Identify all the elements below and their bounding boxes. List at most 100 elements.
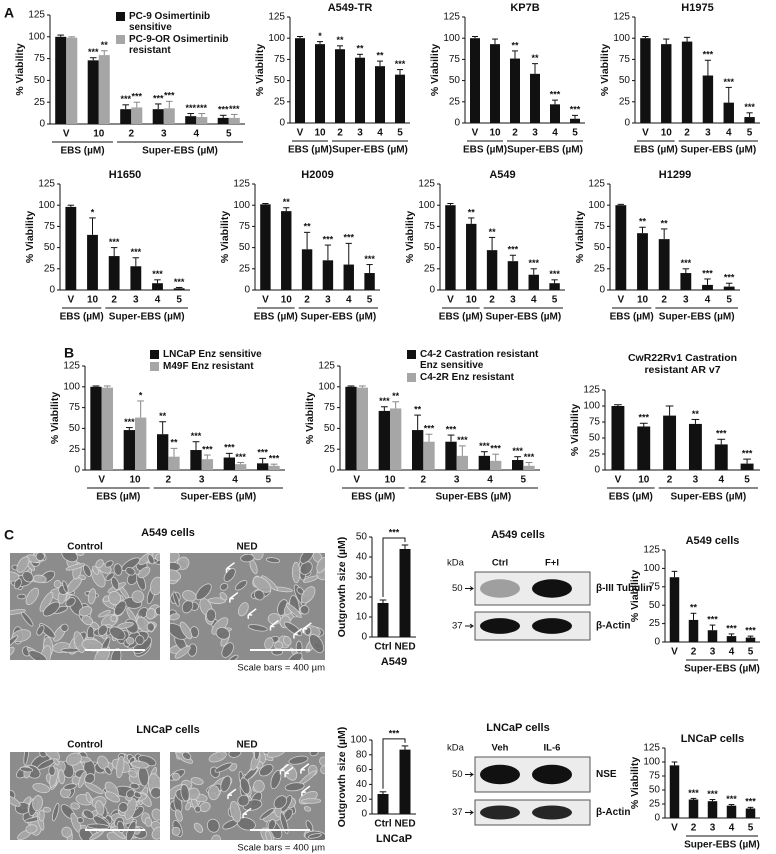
bar [87,234,98,290]
cell [113,563,123,576]
cell [61,553,78,563]
bar [135,417,147,470]
y-tick-label: 75 [424,221,436,232]
y-tick-label: 60 [356,764,368,775]
x-tick-label: 2 [667,475,673,486]
group-label: EBS (µM) [610,312,654,323]
error-bar [447,203,454,206]
y-tick-label: 100 [38,200,55,211]
cell [150,576,160,596]
error-bar [639,226,646,234]
bar [688,799,699,818]
panel-label: B [64,345,74,361]
bar [615,205,627,290]
y-axis-label: % Viability [599,44,611,96]
y-tick-label: 100 [233,200,250,211]
cell [170,613,180,621]
error-bar [401,544,409,549]
y-tick-label: 50 [324,423,336,434]
x-tick-label: 4 [729,647,735,658]
error-bar [137,400,145,418]
group-label: Super-EBS (µM) [435,492,511,503]
cell [300,798,322,804]
y-tick-label: 25 [44,263,56,274]
panel-label: C [4,527,14,543]
cell [207,597,227,604]
significance-label: ** [170,438,178,448]
error-bar [480,451,488,456]
group-label: Super-EBS (µM) [684,840,760,851]
cell [182,590,197,602]
cell [145,607,156,620]
y-tick-label: 0 [361,809,367,820]
x-tick-label: 5 [748,647,754,658]
error-bar [192,441,200,451]
cell [28,650,48,660]
legend-entry: PC-9 Osimertinib sensitive [116,11,251,33]
bar [201,459,213,470]
y-tick-label: 100 [443,33,460,44]
chart-title: CwR22Rv1 Castration [628,352,737,364]
bar [217,117,229,124]
arrow [284,766,294,778]
x-tick-label: 3 [199,475,205,486]
bar [445,441,457,470]
error-bar [397,69,403,75]
error-bar [175,286,183,289]
x-tick-label: 3 [510,295,516,306]
error-bar [683,36,691,42]
cell [303,806,312,812]
cell [98,610,111,618]
error-bar [728,804,735,806]
x-tick-label: 10 [637,295,649,306]
x-tick-label: 10 [638,475,650,486]
group-label: EBS (µM) [439,312,483,323]
cell [125,567,136,576]
cells [10,752,160,840]
cell [309,752,319,757]
cell [221,642,234,658]
cell [228,752,242,758]
marker-arrow [465,586,474,591]
significance-label: *** [389,527,400,537]
blot-title: A549 cells [491,529,545,541]
cell [62,580,69,593]
error-bar [728,633,735,637]
bar [688,619,699,642]
error-bar [103,385,111,388]
error-bar [458,445,466,456]
cell [172,772,181,781]
bar [549,283,560,290]
group-label: EBS (µM) [351,492,395,503]
legend-swatch [407,350,416,359]
y-tick-label: 20 [356,592,368,603]
legend-label: M49F Enz resistant [163,361,254,372]
cell [49,767,59,788]
x-tick-label: 2 [512,128,518,139]
error-bar [532,63,538,74]
significance-label: *** [524,452,535,462]
significance-label: *** [152,269,163,279]
y-tick-label: 50 [356,532,368,543]
cell [288,755,309,765]
cell [215,627,230,640]
error-bar [159,421,167,435]
y-tick-label: 125 [28,10,45,21]
y-tick-label: 100 [63,381,80,392]
significance-label: *** [528,258,539,268]
y-tick-label: 75 [274,54,286,65]
cell [87,823,110,830]
cell [285,603,302,619]
error-bar [366,264,373,274]
x-tick-label: 2 [684,128,690,139]
chart-title: H2009 [301,169,333,181]
y-tick-label: 50 [589,433,601,444]
x-tick-label: 3 [705,128,711,139]
bar [66,37,78,125]
y-tick-label: 75 [69,402,81,413]
y-tick-label: 75 [594,221,606,232]
y-tick-label: 25 [274,96,286,107]
cell [270,770,282,790]
y-tick-label: 0 [454,118,460,129]
y-tick-label: 75 [619,54,631,65]
